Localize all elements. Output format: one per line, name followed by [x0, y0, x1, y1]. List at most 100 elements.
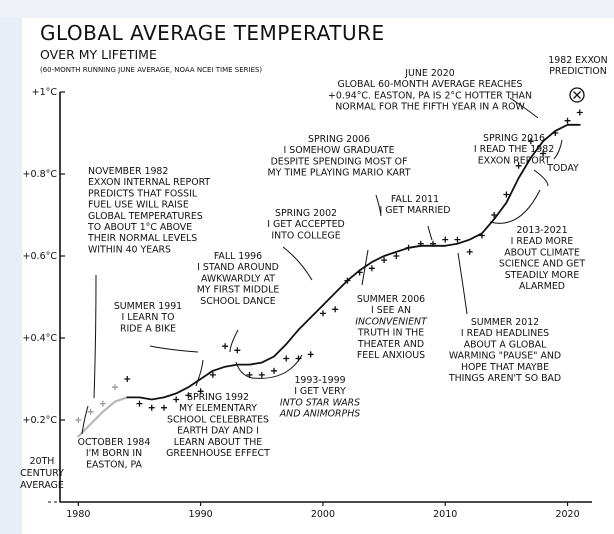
data-point [430, 240, 437, 247]
note-fall-1996: FALL 1996 I STAND AROUND AWKWARDLY AT MY FI… [197, 251, 280, 307]
annotation-line: WARMING "PAUSE" AND [449, 351, 561, 362]
data-point [381, 257, 388, 264]
data-point [124, 376, 131, 382]
annotation-line: JUNE 2020 [404, 68, 454, 79]
data-point [234, 347, 241, 354]
annotation-line: I READ THE 1982 [474, 144, 554, 155]
annotation-line: SCIENCE AND GET [499, 259, 585, 270]
data-point [356, 269, 363, 276]
y-tick-label: +0.6°C [23, 251, 58, 262]
note-1993-1999: 1993-1999 I GET VERY INTO STAR WARS AND ANI… [279, 375, 361, 420]
annotation-line: GLOBAL 60-MONTH AVERAGE REACHES [338, 79, 523, 90]
annotation-line: INTO STAR WARS [280, 397, 360, 408]
baseline-label: CENTURY [20, 468, 64, 479]
page-margin [0, 0, 22, 534]
annotation-line: MY FIRST MIDDLE [197, 285, 280, 296]
annotation-line: INTO COLLEGE [271, 230, 340, 241]
annotation-leader [282, 246, 313, 281]
annotation-line: FEEL ANXIOUS [357, 350, 425, 361]
note-fall-2011: FALL 2011 I GET MARRIED [379, 194, 450, 216]
annotation-line: INCONVENIENT [355, 316, 428, 327]
x-tick-label: 1980 [66, 509, 90, 520]
annotation-line: I READ HEADLINES [461, 328, 549, 339]
data-point [258, 371, 265, 378]
annotation-line: 2013-2021 [516, 225, 567, 236]
annotation-line: NORMAL FOR THE FIFTH YEAR IN A ROW [335, 102, 525, 113]
data-point [478, 232, 485, 239]
chart-note: (60-MONTH RUNNING JUNE AVERAGE, NOAA NCE… [40, 66, 262, 74]
annotation-line: TO ABOUT 1°C ABOVE [87, 222, 192, 233]
data-point [307, 351, 314, 358]
annotation-line: GLOBAL TEMPERATURES [88, 211, 203, 222]
annotation-line: FALL 2011 [391, 194, 439, 205]
annotation-line: FALL 1996 [214, 251, 262, 262]
annotation-line: MY ELEMENTARY [179, 403, 257, 414]
annotation-line: I GET VERY [294, 386, 346, 397]
annotation-leader [509, 97, 539, 119]
data-point [75, 417, 82, 423]
annotation-leader [229, 329, 239, 353]
annotation-leader [93, 274, 97, 399]
note-summer-1991: SUMMER 1991 I LEARN TO RIDE A BIKE [114, 301, 182, 334]
data-point [466, 248, 473, 255]
note-june-2020: JUNE 2020 GLOBAL 60-MONTH AVERAGE REACHES… [328, 68, 532, 113]
annotation-line: ALARMED [519, 281, 565, 292]
data-point [503, 191, 510, 198]
annotation-leader [457, 252, 468, 315]
note-exxon-report-1982: NOVEMBER 1982 EXXON INTERNAL REPORT PREDIC… [87, 166, 210, 255]
note-2013-2021: 2013-2021 I READ MORE ABOUT CLIMATE SCIENCE… [499, 225, 585, 292]
annotation-line: STEADILY MORE [505, 270, 580, 281]
annotation-line: NOVEMBER 1982 [88, 166, 168, 177]
annotation-leader [149, 345, 199, 353]
annotation-leader [195, 359, 204, 387]
annotation-line: DESPITE SPENDING MOST OF [271, 156, 408, 167]
annotation-leader [235, 354, 303, 379]
axis-lines [59, 92, 592, 503]
y-tick-label: +1°C [32, 87, 58, 98]
note-october-1984: OCTOBER 1984 I'M BORN IN EASTON, PA [78, 437, 151, 470]
annotation-line: SUMMER 1991 [114, 301, 182, 312]
annotation-line: THINGS AREN'T SO BAD [448, 373, 561, 384]
exxon-prediction-marker [569, 87, 585, 103]
annotation-leader [553, 139, 563, 160]
annotation-leader [427, 225, 433, 241]
data-point [209, 371, 216, 378]
annotation-line: EXXON REPORT [478, 155, 551, 166]
annotation-line: I READ MORE [511, 236, 574, 247]
y-tick-label: +0.4°C [23, 333, 58, 344]
data-point [160, 404, 167, 411]
data-point [87, 408, 94, 415]
baseline-label: 20TH [30, 456, 55, 467]
annotation-line: ABOUT CLIMATE [504, 247, 580, 258]
data-point [442, 236, 449, 243]
y-tick-label: +0.8°C [23, 169, 58, 180]
annotation-line: I LEARN TO [122, 312, 175, 323]
annotation-line: PREDICTS THAT FOSSIL [88, 188, 198, 199]
data-point [148, 404, 155, 411]
annotation-line: ABOUT A GLOBAL [464, 339, 547, 350]
annotation-line: I GET MARRIED [379, 205, 450, 216]
y-tick-label: +0.2°C [23, 415, 58, 426]
data-point [99, 400, 106, 407]
annotation-line: SUMMER 2006 [357, 294, 425, 305]
annotation-leader [533, 169, 549, 187]
data-point [417, 240, 424, 247]
annotation-line: I SEE AN [371, 305, 411, 316]
annotation-leader [361, 249, 369, 286]
data-point [112, 384, 119, 391]
annotation-line: EXXON INTERNAL REPORT [88, 177, 210, 188]
annotation-line: SCHOOL CELEBRATES [167, 414, 269, 425]
chart-title: GLOBAL AVERAGE TEMPERATURE [40, 21, 385, 45]
note-spring-1992: SPRING 1992 MY ELEMENTARY SCHOOL CELEBRATE… [166, 392, 270, 459]
baseline-label: AVERAGE [20, 480, 64, 491]
annotation-line: GREENHOUSE EFFECT [166, 448, 270, 459]
note-spring-2006: SPRING 2006 I SOMEHOW GRADUATE DESPITE SPE… [268, 134, 411, 179]
data-point [491, 212, 498, 218]
annotation-line: PREDICTION [549, 66, 607, 77]
data-point [222, 343, 229, 350]
note-summer-2006: SUMMER 2006 I SEE AN INCONVENIENT TRUTH IN … [355, 294, 428, 361]
data-point [319, 310, 326, 317]
annotation-line: WITHIN 40 YEARS [88, 244, 171, 255]
